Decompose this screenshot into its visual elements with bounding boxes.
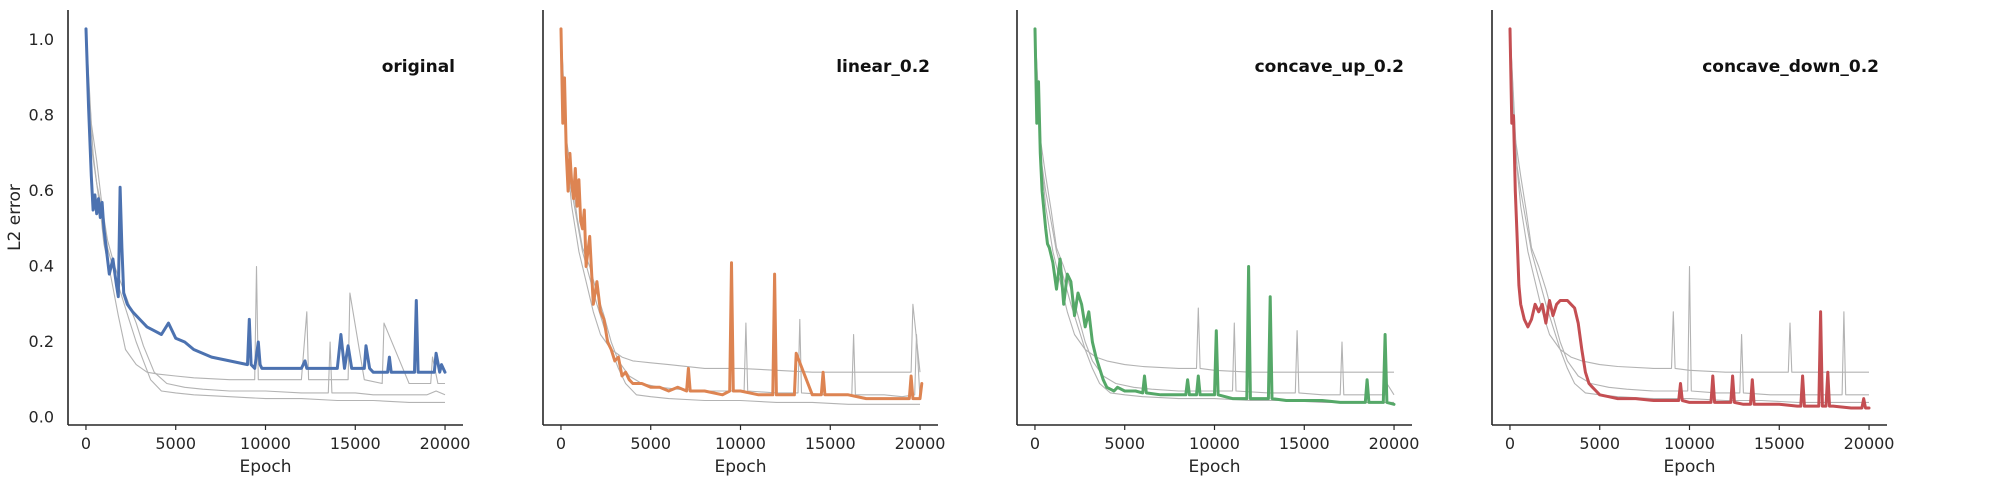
x-tick-label: 20000: [1369, 434, 1420, 453]
y-tick-label: 0.0: [29, 407, 54, 426]
background-series-line: [1509, 28, 1869, 373]
x-axis-label: Epoch: [1188, 457, 1240, 477]
y-tick-label: 0.6: [29, 181, 54, 200]
highlight-series-line: [1033, 27, 1396, 406]
x-tick-label: 0: [81, 434, 91, 453]
highlight-series-line: [559, 27, 924, 401]
highlight-series-line: [1508, 27, 1871, 410]
background-series-line: [85, 28, 445, 403]
x-tick-label: 10000: [1664, 434, 1715, 453]
background-series-line: [560, 28, 921, 399]
y-tick-label: 0.8: [29, 106, 54, 125]
x-tick-label: 10000: [1189, 434, 1240, 453]
panel-title: original: [382, 57, 455, 77]
x-tick-label: 0: [1030, 434, 1040, 453]
background-series-line: [85, 28, 446, 396]
y-axis-label: L2 error: [5, 184, 25, 251]
x-tick-label: 20000: [895, 434, 946, 453]
x-axis-label: Epoch: [714, 457, 766, 477]
x-tick-label: 20000: [420, 434, 471, 453]
panel-title: concave_up_0.2: [1255, 57, 1404, 77]
background-series-line: [1034, 28, 1395, 396]
x-tick-label: 5000: [630, 434, 671, 453]
panel-1: 0 5000 10000 15000 20000 Epoch linear_0.2: [542, 10, 946, 477]
background-series-line: [85, 28, 445, 385]
panel-3: 0 5000 10000 15000 20000 Epoch concave_down_0.…: [1491, 10, 1895, 477]
x-tick-label: 0: [1505, 434, 1515, 453]
y-tick-label: 0.4: [29, 257, 54, 276]
x-axis-label: Epoch: [1663, 457, 1715, 477]
x-tick-label: 15000: [330, 434, 381, 453]
background-series-line: [1509, 28, 1869, 403]
y-tick-label: 0.2: [29, 332, 54, 351]
x-tick-label: 5000: [1104, 434, 1145, 453]
x-tick-label: 5000: [1579, 434, 1620, 453]
background-series-line: [560, 28, 920, 405]
x-tick-label: 15000: [805, 434, 856, 453]
background-series-line: [1034, 28, 1394, 373]
background-series-line: [560, 28, 921, 373]
x-tick-label: 15000: [1754, 434, 1805, 453]
x-tick-label: 10000: [715, 434, 766, 453]
x-tick-label: 20000: [1844, 434, 1895, 453]
panel-title: linear_0.2: [836, 57, 930, 77]
x-tick-label: 0: [556, 434, 566, 453]
panel-title: concave_down_0.2: [1702, 57, 1879, 77]
panel-0: 0 5000 10000 15000 20000 0.0 0.2 0.4 0.6 0.8 1.0 Ep…: [5, 10, 470, 477]
x-tick-label: 15000: [1279, 434, 1330, 453]
x-tick-label: 5000: [155, 434, 196, 453]
y-tick-label: 1.0: [29, 30, 54, 49]
x-axis-label: Epoch: [239, 457, 291, 477]
background-series-line: [1034, 28, 1394, 403]
x-tick-label: 10000: [240, 434, 291, 453]
panel-2: 0 5000 10000 15000 20000 Epoch concave_up_0.2: [1016, 10, 1420, 477]
highlight-series-line: [84, 27, 447, 374]
background-series-line: [1509, 28, 1869, 396]
